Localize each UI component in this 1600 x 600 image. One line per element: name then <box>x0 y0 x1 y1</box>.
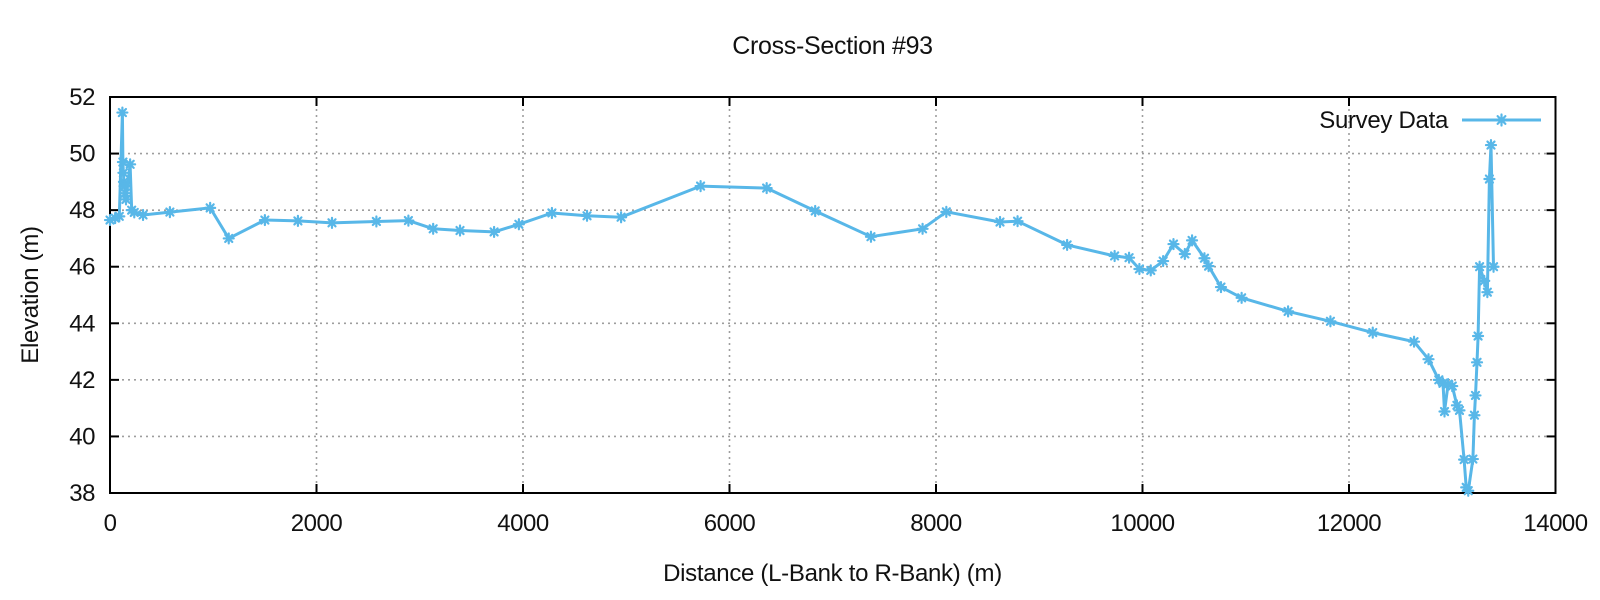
survey-data-marker <box>119 193 133 206</box>
x-tick-label: 8000 <box>910 510 962 537</box>
survey-data-marker <box>1235 291 1248 304</box>
survey-data-marker <box>1422 353 1435 366</box>
survey-data-marker <box>1178 247 1191 261</box>
survey-data-marker <box>163 206 176 219</box>
survey-data-marker <box>1450 399 1463 412</box>
survey-data-marker <box>487 225 501 239</box>
survey-data-marker <box>113 210 126 223</box>
survey-data-marker <box>1438 405 1451 418</box>
x-tick-label: 14000 <box>1523 510 1587 537</box>
y-tick-label: 46 <box>69 254 95 281</box>
chart-title: Cross-Section #93 <box>732 32 933 60</box>
survey-data-marker <box>222 232 235 245</box>
survey-data-marker <box>1462 484 1475 497</box>
survey-data-marker <box>258 213 271 227</box>
survey-data-marker <box>119 187 132 200</box>
survey-data-marker <box>1133 262 1146 276</box>
x-tick-label: 0 <box>104 510 117 537</box>
survey-data-marker <box>1214 280 1228 294</box>
survey-data-marker <box>1167 237 1180 251</box>
survey-data-marker <box>1453 404 1466 417</box>
survey-data-marker <box>1157 254 1170 268</box>
survey-data-marker <box>1483 172 1496 186</box>
survey-data-marker <box>1442 378 1455 391</box>
survey-data-marker <box>124 158 137 171</box>
survey-data-marker <box>117 166 130 179</box>
survey-data-marker <box>116 155 130 169</box>
survey-data-marker <box>116 106 129 119</box>
survey-data-marker <box>1468 409 1481 422</box>
survey-data-marker <box>1466 452 1479 466</box>
survey-data-marker <box>1471 329 1485 343</box>
survey-data-marker <box>1484 138 1498 152</box>
x-tick-label: 6000 <box>704 510 756 537</box>
survey-data-marker <box>580 209 594 222</box>
survey-data-marker <box>940 205 953 218</box>
survey-data-marker <box>325 216 339 229</box>
survey-data-marker <box>1324 315 1337 328</box>
y-tick-label: 50 <box>69 141 95 168</box>
survey-data-marker <box>1122 251 1136 264</box>
y-tick-label: 38 <box>69 480 95 507</box>
survey-data-marker <box>1202 260 1215 273</box>
survey-data-marker <box>1198 252 1211 265</box>
survey-data-marker <box>1473 260 1486 273</box>
survey-data-marker <box>1478 274 1491 287</box>
plot-border <box>109 96 1557 494</box>
survey-data-marker <box>109 211 122 225</box>
survey-data-marker <box>1470 356 1484 369</box>
x-tick-label: 12000 <box>1317 510 1381 537</box>
survey-data-marker <box>760 181 773 195</box>
survey-data-marker <box>402 214 415 227</box>
survey-data-marker <box>694 180 707 193</box>
survey-data-marker <box>291 214 305 227</box>
x-axis-label: Distance (L-Bank to R-Bank) (m) <box>663 560 1002 587</box>
survey-data-marker <box>103 213 117 227</box>
survey-data-marker <box>118 180 131 193</box>
y-tick-label: 40 <box>69 423 95 450</box>
survey-data-marker <box>1458 453 1471 466</box>
survey-data-marker <box>809 204 822 218</box>
survey-data-marker <box>1108 249 1121 263</box>
y-tick-label: 44 <box>69 310 95 337</box>
legend-sample-marker <box>1494 113 1509 127</box>
survey-data-marker <box>1487 260 1500 273</box>
survey-data-marker <box>864 230 878 243</box>
survey-data-marker <box>1185 234 1199 247</box>
survey-data-marker <box>427 222 440 235</box>
survey-data-marker <box>1469 389 1482 402</box>
survey-data-marker <box>1366 326 1379 339</box>
survey-data-marker <box>1061 238 1074 252</box>
x-tick-label: 2000 <box>291 510 343 537</box>
survey-data-marker <box>453 224 467 237</box>
survey-data-marker <box>1281 305 1295 318</box>
survey-data-line <box>108 111 1495 493</box>
y-axis-label: Elevation (m) <box>17 226 44 364</box>
survey-data-marker <box>1144 264 1157 277</box>
legend-series-label: Survey Data <box>1319 107 1448 134</box>
survey-data-marker <box>1407 335 1421 348</box>
survey-data-marker <box>1011 215 1024 228</box>
survey-data-marker <box>545 206 559 220</box>
x-tick-label: 4000 <box>497 510 549 537</box>
survey-data-marker <box>1481 286 1494 299</box>
survey-data-marker <box>916 222 929 235</box>
survey-data-marker <box>128 206 141 219</box>
y-tick-label: 52 <box>69 84 95 111</box>
survey-data-marker <box>1446 379 1459 393</box>
survey-data-marker <box>512 218 525 231</box>
survey-data-marker <box>370 215 383 228</box>
survey-data-marker <box>204 201 217 214</box>
y-tick-label: 42 <box>69 367 95 394</box>
x-tick-label: 10000 <box>1110 510 1174 537</box>
y-tick-label: 48 <box>69 197 95 224</box>
survey-data-marker <box>136 208 150 222</box>
survey-data-marker <box>993 215 1007 229</box>
survey-data-marker <box>614 211 628 224</box>
